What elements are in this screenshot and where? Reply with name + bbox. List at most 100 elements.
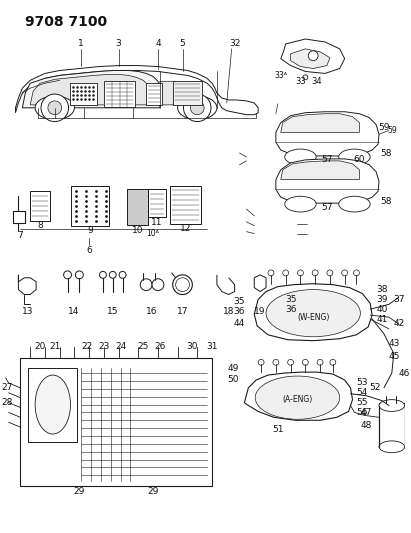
Text: 52: 52 [369,383,381,392]
Circle shape [119,271,126,278]
Text: 36: 36 [233,306,245,316]
Bar [146,83,162,105]
Circle shape [317,359,323,365]
Text: 53: 53 [356,378,368,387]
Text: 27: 27 [1,383,12,392]
Text: 33ᴬ: 33ᴬ [274,71,287,80]
Text: 55: 55 [356,398,368,407]
Text: 6: 6 [86,246,92,255]
Circle shape [152,279,164,290]
Text: 49: 49 [227,364,238,373]
Text: 25: 25 [138,342,149,351]
Text: 10: 10 [132,226,143,235]
Circle shape [258,359,264,365]
Ellipse shape [178,96,217,119]
Circle shape [342,270,348,276]
Text: 48: 48 [361,421,372,430]
Bar [379,402,404,447]
Text: 15: 15 [107,306,118,316]
Text: 58: 58 [380,197,392,206]
Circle shape [327,270,333,276]
Circle shape [64,271,72,279]
Circle shape [48,101,62,115]
Text: 29: 29 [148,487,159,496]
Text: 10ᴬ: 10ᴬ [147,229,159,238]
Circle shape [273,359,279,365]
Text: 54: 54 [356,388,368,397]
Text: 22: 22 [81,342,93,351]
Ellipse shape [379,400,404,411]
Text: 34: 34 [311,77,321,86]
Text: 11: 11 [151,219,163,227]
Text: 9: 9 [87,226,93,235]
Text: 14: 14 [68,306,79,316]
Circle shape [308,51,318,61]
Polygon shape [281,114,359,132]
Ellipse shape [35,375,71,434]
Polygon shape [16,66,258,115]
Polygon shape [22,70,160,108]
Circle shape [283,270,289,276]
Bar [30,191,50,221]
Circle shape [140,279,152,290]
Text: 24: 24 [115,342,126,351]
Circle shape [183,94,211,122]
Text: 33: 33 [295,77,306,86]
Text: 16: 16 [146,306,158,316]
Circle shape [330,359,336,365]
Polygon shape [276,112,379,156]
Text: 5: 5 [180,39,185,49]
Text: 32: 32 [229,39,240,49]
Bar [173,81,202,105]
Ellipse shape [339,149,370,165]
Ellipse shape [35,96,74,119]
Text: 37: 37 [394,295,405,304]
Ellipse shape [339,196,370,212]
Bar [170,187,201,224]
Polygon shape [281,39,345,74]
Text: 21: 21 [49,342,60,351]
Text: 51: 51 [272,425,284,434]
Text: 18: 18 [223,306,234,316]
Circle shape [75,271,83,279]
Text: 17: 17 [177,306,188,316]
Bar [28,368,77,442]
Circle shape [109,271,116,278]
Circle shape [41,94,69,122]
Text: 59: 59 [387,126,397,135]
Bar [104,81,135,107]
Text: 4: 4 [155,39,161,49]
Text: 46: 46 [399,369,410,377]
Circle shape [312,270,318,276]
Circle shape [190,101,204,115]
Text: 57: 57 [321,203,332,212]
Text: 13: 13 [21,306,33,316]
Text: 26: 26 [154,342,166,351]
Polygon shape [217,275,235,295]
Text: 35: 35 [233,297,245,306]
Polygon shape [30,75,150,105]
Bar [127,189,148,225]
Text: 12: 12 [180,224,191,233]
Text: (A-ENG): (A-ENG) [282,395,313,404]
Text: 36: 36 [286,305,297,314]
Text: 19: 19 [254,306,266,316]
Text: 43: 43 [389,339,400,348]
Text: 45: 45 [389,352,400,361]
Text: 50: 50 [227,375,238,384]
Text: 58: 58 [380,149,392,158]
Text: 28: 28 [1,398,12,407]
Text: 59: 59 [378,123,390,132]
Circle shape [175,278,189,292]
Ellipse shape [255,376,340,419]
Polygon shape [254,284,372,341]
Text: 39: 39 [376,295,388,304]
Circle shape [302,359,308,365]
Circle shape [353,270,359,276]
Bar [148,189,166,217]
Polygon shape [245,372,353,421]
Text: 7: 7 [18,231,23,240]
Polygon shape [276,159,379,203]
Text: 40: 40 [376,305,388,314]
Text: 56: 56 [356,408,368,417]
